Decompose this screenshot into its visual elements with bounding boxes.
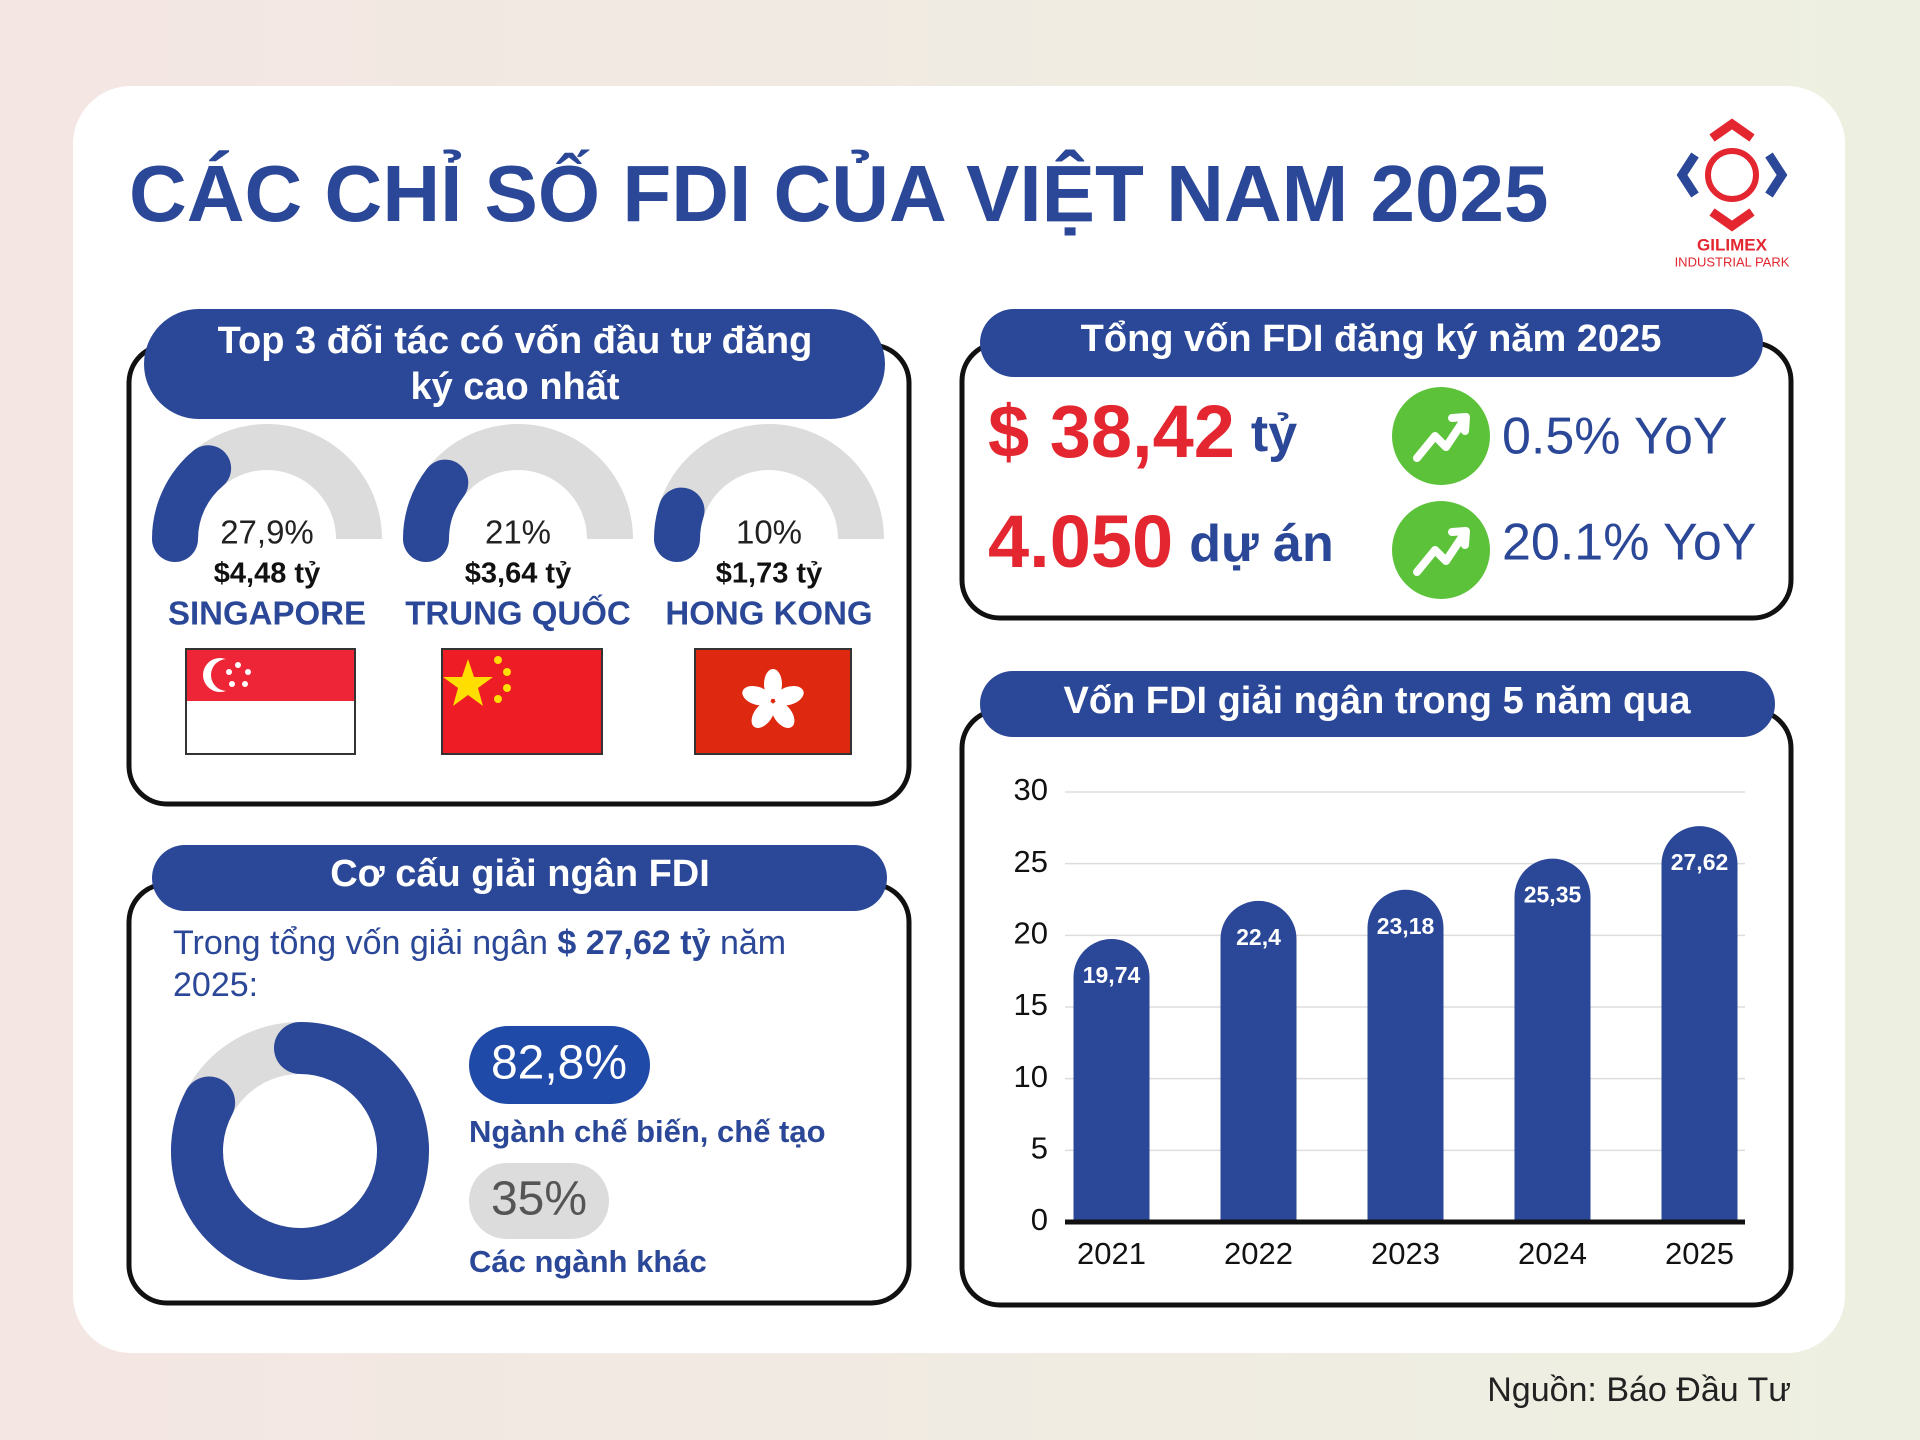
bar [1367, 889, 1444, 1222]
intro-text: Trong tổng vốn giải ngân [173, 924, 548, 962]
bar [1073, 939, 1150, 1222]
y-tick-label: 10 [1014, 1059, 1048, 1094]
y-tick-label: 5 [1031, 1131, 1048, 1166]
logo-name: GILIMEX [1697, 235, 1768, 254]
partner-name: TRUNG QUỐC [405, 594, 631, 632]
x-tick-label: 2024 [1518, 1236, 1587, 1271]
y-tick-label: 15 [1014, 987, 1048, 1022]
amount: $3,64 tỷ [465, 558, 571, 590]
panel-header [152, 845, 887, 911]
x-tick-label: 2025 [1665, 1236, 1734, 1271]
value-label: 22,4 [1236, 924, 1281, 950]
gauge-value [654, 487, 705, 562]
panel-heading-box: Top 3 đối tác có vốn đầu tư đăng ký cao … [150, 316, 880, 412]
gauge-value [152, 445, 232, 562]
projects-line: 4.050 dự án [988, 500, 1334, 583]
flag-china [441, 648, 603, 755]
panel-header [980, 671, 1775, 737]
amount: $4,48 tỷ [214, 558, 320, 590]
projects: 4.050 [988, 500, 1173, 583]
other-name: Các ngành khác [469, 1244, 707, 1279]
projects-growth: 20.1% YoY [1502, 514, 1756, 572]
x-tick-label: 2023 [1371, 1236, 1440, 1271]
intro-end: năm 2025: [173, 924, 787, 1004]
manufacturing-share: 82,8% [491, 1037, 627, 1090]
x-tick-label: 2021 [1077, 1236, 1146, 1271]
panel-heading: Tổng vốn FDI đăng ký năm 2025 [1081, 318, 1662, 360]
value-label: 19,74 [1083, 962, 1141, 988]
capital-unit: tỷ [1251, 405, 1297, 463]
y-tick-label: 20 [1014, 916, 1048, 951]
manufacturing-name: Ngành chế biến, chế tạo [469, 1114, 826, 1149]
growth-icon [1392, 387, 1490, 485]
y-tick-label: 30 [1014, 772, 1048, 807]
flag-singapore [185, 648, 356, 755]
donut-segment [171, 1022, 429, 1280]
capital-line: $ 38,42 tỷ [988, 390, 1297, 473]
value-label: 23,18 [1377, 913, 1435, 939]
panel-heading: Cơ cấu giải ngân FDI [330, 853, 710, 895]
partner-name: HONG KONG [665, 595, 872, 632]
partner-name: SINGAPORE [168, 595, 366, 632]
y-tick-label: 0 [1031, 1202, 1048, 1237]
projects-unit: dự án [1189, 515, 1334, 573]
share-pill [469, 1163, 609, 1239]
panel-header [980, 309, 1763, 377]
flag-hong-kong [694, 648, 852, 755]
other-share: 35% [491, 1173, 587, 1226]
growth-icon [1392, 501, 1490, 599]
bar [1661, 826, 1738, 1222]
chart-title: Vốn FDI giải ngân trong 5 năm qua [1063, 680, 1691, 722]
panel-header [144, 309, 885, 419]
gauge-value [403, 459, 469, 562]
x-tick-label: 2022 [1224, 1236, 1293, 1271]
bar [1220, 900, 1297, 1222]
value-label: 25,35 [1524, 882, 1582, 908]
logo: GILIMEX INDUSTRIAL PARK [1675, 118, 1790, 269]
share-label: 21% [485, 514, 551, 551]
source: Nguồn: Báo Đầu Tư [1487, 1371, 1791, 1409]
y-tick-label: 25 [1014, 844, 1048, 879]
bar [1514, 858, 1591, 1222]
logo-subtitle: INDUSTRIAL PARK [1675, 254, 1790, 269]
share-label: 10% [736, 514, 802, 551]
page-title: CÁC CHỈ SỐ FDI CỦA VIỆT NAM 2025 [129, 149, 1548, 238]
capital-growth: 0.5% YoY [1502, 408, 1728, 466]
intro: Trong tổng vốn giải ngân $ 27,62 tỷ năm … [173, 922, 863, 1006]
share-pill [469, 1026, 650, 1104]
capital: $ 38,42 [988, 390, 1235, 473]
amount: $1,73 tỷ [716, 558, 822, 590]
panel-heading: Top 3 đối tác có vốn đầu tư đăng ký cao … [217, 320, 813, 408]
intro-amount: $ 27,62 tỷ [557, 924, 711, 962]
value-label: 27,62 [1671, 849, 1729, 875]
share-label: 27,9% [220, 514, 314, 551]
